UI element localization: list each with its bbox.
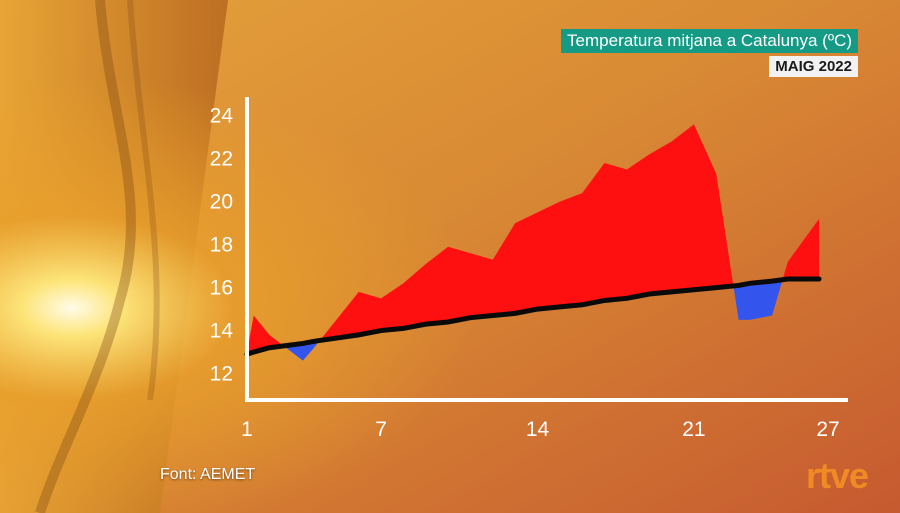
- y-tick-label: 12: [210, 363, 233, 386]
- x-tick-label: 1: [241, 418, 253, 441]
- y-tick-label: 18: [210, 234, 233, 257]
- chart-title: Temperatura mitjana a Catalunya (ºC): [561, 29, 858, 53]
- y-tick-label: 20: [210, 191, 233, 214]
- x-tick-label: 21: [682, 418, 705, 441]
- y-tick-label: 16: [210, 277, 233, 300]
- x-tick-label: 27: [816, 418, 839, 441]
- x-tick-label: 14: [526, 418, 550, 441]
- chart-subtitle: MAIG 2022: [769, 56, 858, 77]
- x-tick-label: 7: [375, 418, 387, 441]
- source-label: Font: AEMET: [160, 466, 256, 483]
- above-normal-area: [247, 124, 820, 355]
- rtve-logo: rtve: [806, 455, 869, 496]
- y-tick-label: 14: [210, 320, 234, 343]
- y-tick-label: 22: [210, 148, 233, 171]
- y-tick-label: 24: [210, 105, 234, 128]
- normal-temperature-line: [244, 276, 822, 357]
